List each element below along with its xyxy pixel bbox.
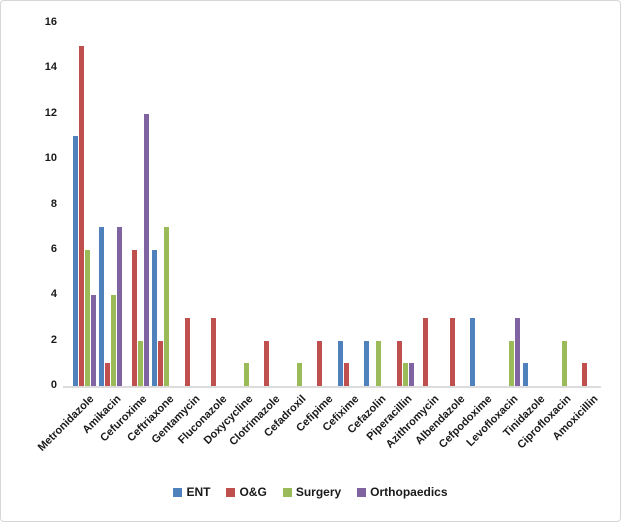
y-axis-tick-label: 16 — [44, 16, 57, 28]
bar-orthopaedics-piperacillin — [408, 363, 414, 386]
bar-orthopaedics-cefuroxime — [143, 114, 149, 386]
bar-surgery-doxycycline — [243, 363, 249, 386]
y-axis-tick-label: 4 — [50, 288, 57, 301]
y-axis-tick-label: 10 — [44, 152, 57, 165]
bar-group-cefixime — [336, 1, 363, 386]
bar-group-cefadroxil — [283, 1, 310, 386]
bar-og-cefipime — [317, 341, 323, 386]
bar-og-metronidazole — [78, 46, 84, 386]
bar-ent-ceftriaxone — [152, 250, 158, 386]
legend-label-surgery: Surgery — [295, 485, 342, 499]
bar-group-azithromycin — [416, 1, 443, 386]
bar-group-ciprofloxacin — [548, 1, 575, 386]
bar-surgery-ceftriaxone — [164, 227, 170, 386]
legend: ENT O&G Surgery Orthopaedics — [1, 485, 620, 499]
bar-group-piperacillin — [389, 1, 416, 386]
x-axis-line — [63, 386, 601, 388]
bar-group-tinidazole — [522, 1, 549, 386]
bar-og-azithromycin — [423, 318, 429, 386]
bar-ent-amikacin — [99, 227, 105, 386]
bar-og-cefuroxime — [131, 250, 137, 386]
legend-swatch-orthopaedics — [357, 487, 367, 497]
bar-surgery-piperacillin — [402, 363, 408, 386]
bar-group-doxycycline — [230, 1, 257, 386]
y-axis-tick-label: 8 — [50, 197, 57, 210]
y-axis-tick-label: 2 — [50, 333, 57, 346]
bar-group-ceftriaxone — [151, 1, 178, 386]
bar-surgery-levofloxacin — [508, 341, 514, 386]
bar-og-fluconazole — [211, 318, 217, 386]
bar-surgery-ciprofloxacin — [561, 341, 567, 386]
bar-group-cefipime — [310, 1, 337, 386]
bar-surgery-cefazolin — [376, 341, 382, 386]
bar-og-ceftriaxone — [158, 341, 164, 386]
legend-item-og: O&G — [226, 485, 267, 499]
bar-surgery-amikacin — [111, 295, 117, 386]
bar-ent-cefpodoxime — [470, 318, 476, 386]
y-axis-tick-label: 6 — [50, 242, 57, 255]
legend-label-ent: ENT — [186, 485, 211, 499]
legend-swatch-ent — [173, 487, 183, 497]
bar-og-clotrimazole — [264, 341, 270, 386]
bar-group-cefpodoxime — [469, 1, 496, 386]
legend-label-orthopaedics: Orthopaedics — [370, 485, 448, 499]
bar-group-metronidazole — [71, 1, 98, 386]
bar-ent-cefazolin — [364, 341, 370, 386]
bar-ent-metronidazole — [72, 136, 78, 386]
bar-ent-cefixime — [337, 341, 343, 386]
y-axis-tick-label: 0 — [50, 379, 57, 391]
bar-group-albendazole — [442, 1, 469, 386]
bar-group-cefuroxime — [124, 1, 151, 386]
bar-surgery-cefuroxime — [137, 341, 143, 386]
bar-group-cefazolin — [363, 1, 390, 386]
legend-swatch-og — [226, 487, 236, 497]
bar-group-amoxicillin — [575, 1, 602, 386]
bar-ent-tinidazole — [523, 363, 529, 386]
bar-og-gentamycin — [184, 318, 190, 386]
bar-og-amikacin — [105, 363, 111, 386]
bar-og-albendazole — [449, 318, 455, 386]
legend-item-surgery: Surgery — [282, 485, 342, 499]
legend-item-ent: ENT — [173, 485, 210, 499]
bar-group-amikacin — [98, 1, 125, 386]
bar-group-levofloxacin — [495, 1, 522, 386]
y-axis-tick-label: 14 — [44, 61, 57, 74]
bar-og-amoxicillin — [582, 363, 588, 386]
bar-og-piperacillin — [396, 341, 402, 386]
bar-orthopaedics-amikacin — [117, 227, 123, 386]
bar-group-fluconazole — [204, 1, 231, 386]
bar-group-gentamycin — [177, 1, 204, 386]
bar-orthopaedics-metronidazole — [90, 295, 96, 386]
bar-og-cefixime — [343, 363, 349, 386]
bar-group-clotrimazole — [257, 1, 284, 386]
legend-item-orthopaedics: Orthopaedics — [357, 485, 448, 499]
legend-swatch-surgery — [282, 487, 292, 497]
legend-label-og: O&G — [239, 485, 267, 499]
bar-orthopaedics-levofloxacin — [514, 318, 520, 386]
bar-surgery-metronidazole — [84, 250, 90, 386]
y-axis-tick-label: 12 — [44, 106, 57, 119]
bar-surgery-cefadroxil — [296, 363, 302, 386]
